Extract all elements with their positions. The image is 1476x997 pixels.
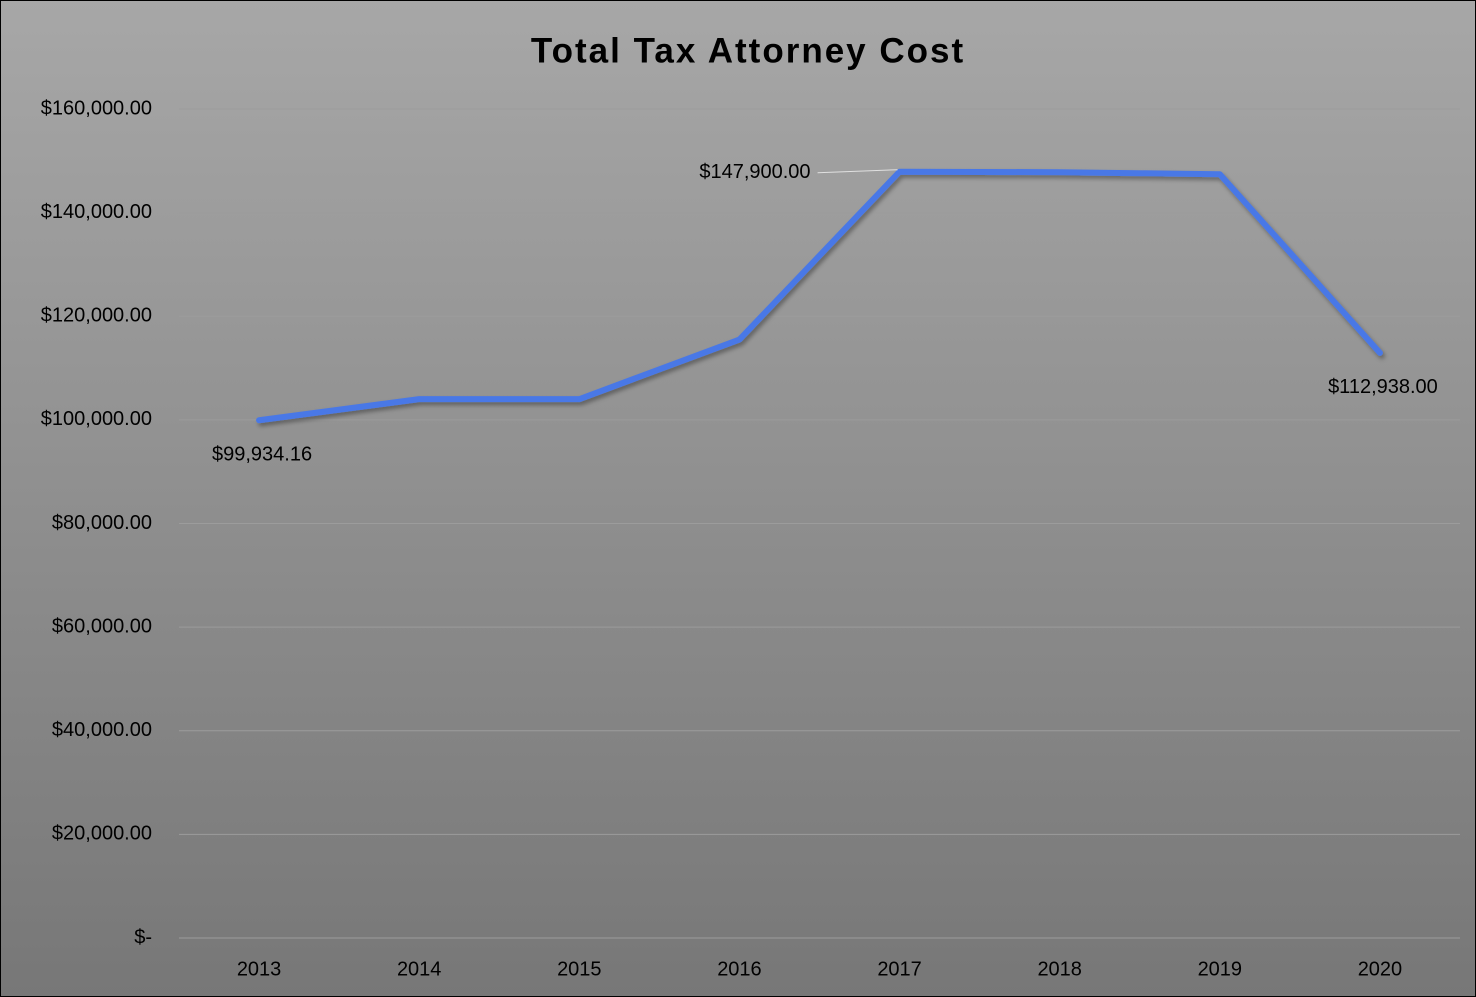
- y-tick-label: $160,000.00: [41, 97, 152, 119]
- x-tick-label: 2016: [717, 958, 762, 980]
- data-label: $112,938.00: [1328, 376, 1438, 398]
- line-series: [256, 168, 1383, 424]
- data-label: $147,900.00: [699, 161, 810, 183]
- y-tick-label: $120,000.00: [41, 305, 152, 327]
- x-tick-label: 2020: [1358, 958, 1403, 980]
- y-tick-label: $-: [134, 926, 152, 948]
- leader-line: [817, 169, 898, 174]
- y-tick-label: $100,000.00: [41, 408, 152, 430]
- data-label: $99,934.16: [212, 443, 312, 465]
- y-tick-label: $80,000.00: [52, 512, 152, 534]
- x-tick-label: 2015: [557, 958, 602, 980]
- x-tick-label: 2017: [877, 958, 922, 980]
- y-tick-label: $20,000.00: [52, 823, 152, 845]
- chart-title: Total Tax Attorney Cost: [531, 31, 965, 70]
- y-tick-label: $60,000.00: [52, 615, 152, 637]
- x-tick-label: 2018: [1037, 958, 1082, 980]
- y-tick-label: $140,000.00: [41, 201, 152, 223]
- x-tick-label: 2014: [397, 958, 442, 980]
- y-tick-label: $40,000.00: [52, 719, 152, 741]
- x-tick-label: 2013: [237, 958, 282, 980]
- x-tick-label: 2019: [1198, 958, 1243, 980]
